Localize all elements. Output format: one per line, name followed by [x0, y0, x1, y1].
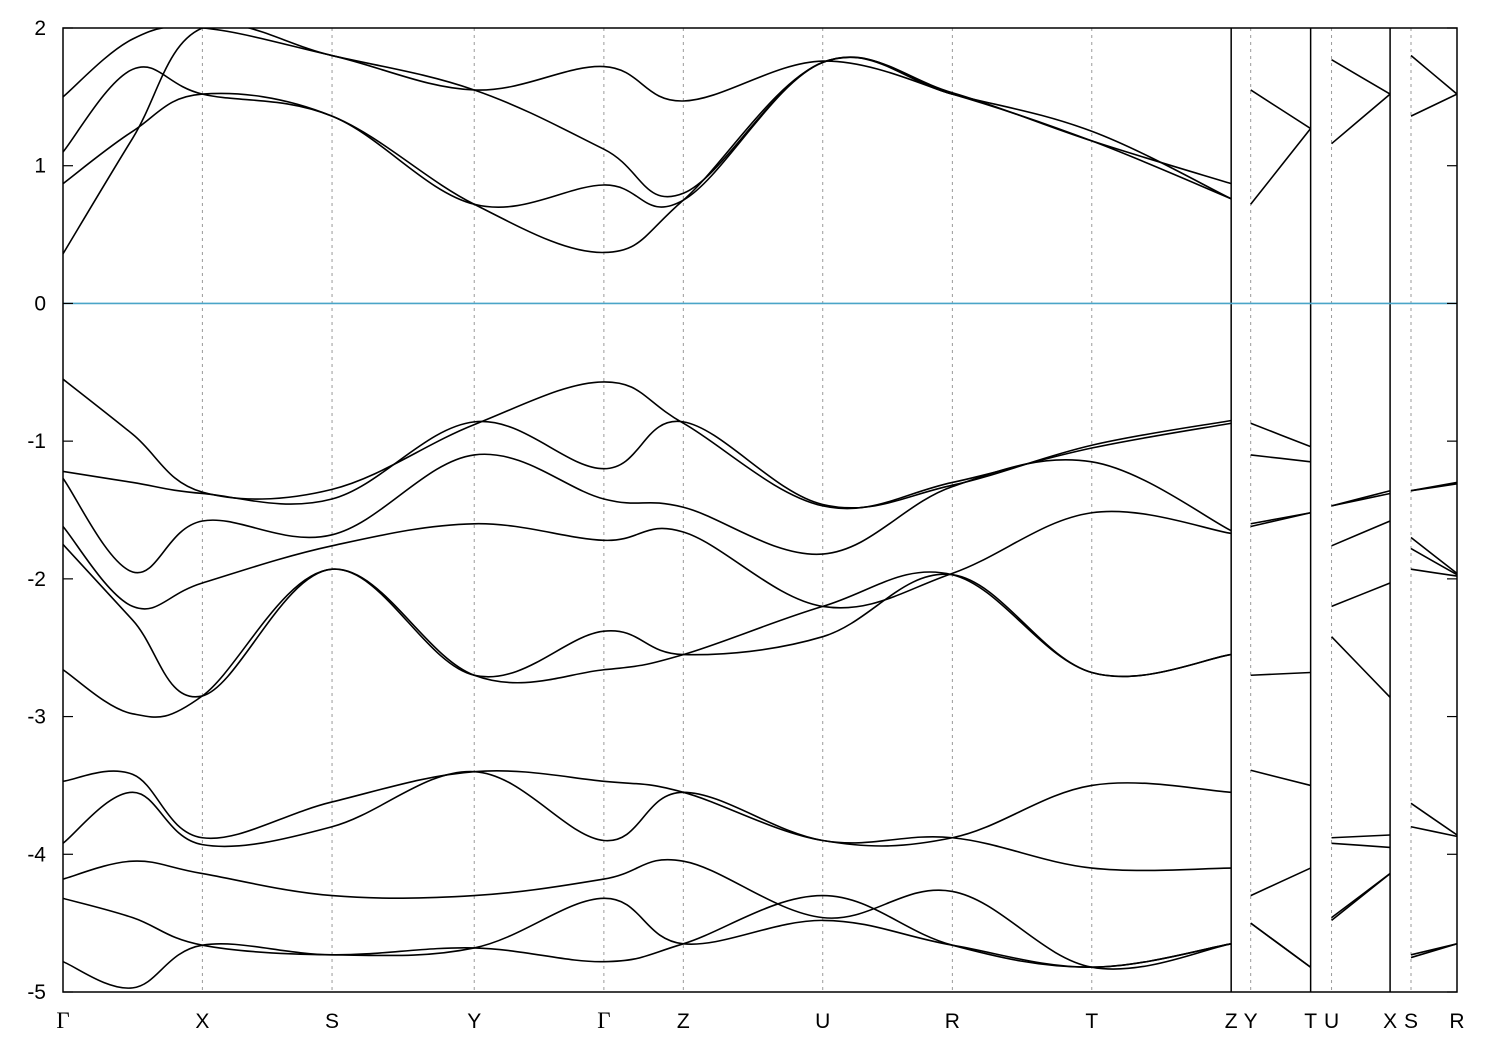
y-tick-label: -4	[27, 843, 46, 866]
band-13-segment-4	[1410, 93, 1457, 117]
y-axis-tick-labels: 2 1 0 -1 -2 -3 -4 -5	[27, 17, 46, 1004]
band-9-segment-1	[63, 858, 1232, 970]
kpath-label: S	[325, 1010, 339, 1033]
y-tick-label: -2	[27, 568, 46, 591]
kpath-label: Γ	[597, 1008, 610, 1033]
kpath-label: S	[1404, 1010, 1418, 1033]
band-13-segment-2	[1250, 128, 1312, 205]
kpath-label: R	[1449, 1010, 1464, 1033]
kpath-label: U	[1324, 1010, 1339, 1033]
band-2-segment-3	[1331, 492, 1391, 507]
y-tick-label: 0	[34, 292, 46, 315]
band-1-segment-2	[1250, 422, 1311, 448]
band-8-segment-4	[1410, 825, 1457, 838]
band-12-segment-2	[1250, 89, 1312, 130]
kpath-label: Γ	[56, 1008, 69, 1033]
vertical-grid-lines	[201, 28, 1412, 992]
band-8-segment-1	[63, 770, 1232, 872]
band-10-segment-2	[1250, 922, 1312, 968]
band-2-segment-1	[63, 419, 1232, 509]
band-lines	[63, 28, 1457, 989]
band-12-segment-3	[1331, 58, 1391, 95]
kpath-label: X	[195, 1010, 209, 1033]
plot-frame	[62, 27, 1458, 993]
band-4-segment-2	[1250, 511, 1311, 528]
band-4-segment-1	[63, 510, 1232, 610]
kpath-label: R	[945, 1010, 960, 1033]
plot-border	[62, 27, 1458, 993]
band-2-segment-4	[1410, 483, 1457, 492]
kpath-label: X	[1383, 1010, 1397, 1033]
kpath-label: Y	[467, 1010, 481, 1033]
band-7-segment-1	[63, 770, 1232, 847]
band-2-segment-2	[1250, 454, 1311, 463]
band-3-segment-3	[1331, 520, 1391, 547]
band-4-segment-4	[1410, 547, 1457, 576]
band-10-segment-4	[1410, 943, 1457, 956]
band-8-segment-2	[1250, 867, 1311, 897]
kpath-label: Z	[1225, 1010, 1238, 1033]
kpath-label: T	[1085, 1010, 1098, 1033]
band-5-segment-2	[1250, 671, 1311, 677]
kpath-label: Y	[1244, 1010, 1258, 1033]
band-10-segment-3	[1331, 872, 1391, 922]
band-12-segment-4	[1410, 54, 1457, 95]
band-3-segment-4	[1410, 536, 1457, 574]
kpath-label: Z	[677, 1010, 690, 1033]
kpath-label: U	[815, 1010, 830, 1033]
kpath-label: T	[1304, 1010, 1317, 1033]
band-11-segment-1	[63, 894, 1232, 989]
band-3-segment-1	[63, 453, 1232, 574]
band-7-segment-3	[1331, 834, 1391, 839]
band-5-segment-1	[63, 543, 1232, 698]
band-13-segment-3	[1331, 93, 1391, 145]
y-tick-label: 2	[34, 17, 46, 40]
band-14-segment-1	[63, 56, 1232, 209]
band-5-segment-4	[1410, 568, 1457, 577]
y-tick-label: -5	[27, 981, 46, 1004]
band-15-segment-1	[63, 28, 953, 102]
band-6-segment-1	[63, 568, 1232, 718]
y-tick-label: -3	[27, 706, 46, 729]
band-8-segment-3	[1331, 842, 1391, 849]
band-5-segment-3	[1330, 636, 1391, 698]
y-tick-label: -1	[27, 430, 46, 453]
y-tick-label: 1	[34, 155, 46, 178]
band-7-segment-2	[1250, 769, 1311, 787]
band-7-segment-4	[1410, 802, 1457, 836]
band-4-segment-3	[1331, 582, 1391, 608]
